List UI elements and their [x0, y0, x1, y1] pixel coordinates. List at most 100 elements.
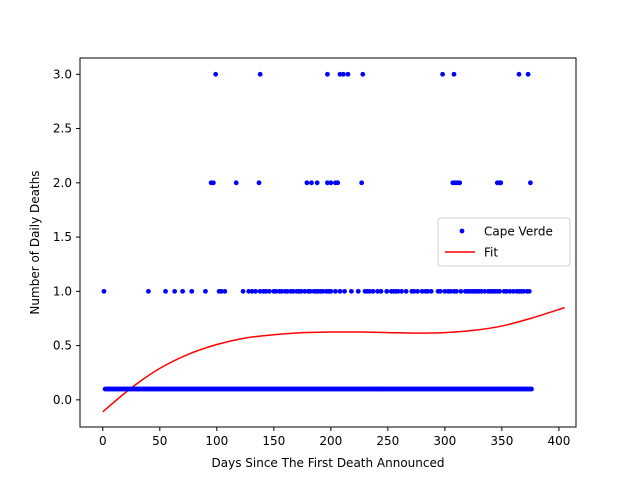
- data-point: [246, 288, 252, 294]
- y-tick-label: 3.0: [53, 67, 72, 81]
- data-point: [328, 288, 334, 294]
- data-point: [307, 288, 313, 294]
- data-point: [399, 288, 404, 294]
- data-point: [510, 288, 516, 294]
- data-point: [256, 180, 262, 186]
- data-point: [257, 288, 263, 294]
- data-point: [320, 288, 326, 294]
- data-point: [203, 288, 208, 294]
- data-point: [348, 288, 354, 294]
- data-point: [378, 288, 384, 294]
- data-point: [325, 71, 330, 77]
- data-point: [340, 71, 346, 77]
- fit-line: [102, 306, 565, 413]
- legend-label-cape-verde: Cape Verde: [484, 225, 553, 239]
- data-point: [290, 288, 296, 294]
- y-tick-label: 1.5: [53, 230, 72, 244]
- data-point: [233, 180, 239, 186]
- x-tick-label: 400: [547, 434, 570, 448]
- data-point: [359, 180, 365, 186]
- data-point: [370, 288, 376, 294]
- data-point: [437, 288, 443, 294]
- fit-layer: [102, 306, 565, 413]
- data-point: [211, 180, 216, 186]
- data-point: [279, 288, 285, 294]
- data-point: [527, 180, 533, 186]
- data-point: [384, 288, 390, 294]
- legend-marker-cape-verde: [459, 228, 465, 234]
- data-point: [497, 288, 503, 294]
- data-point: [309, 180, 314, 186]
- data-point: [419, 288, 425, 294]
- data-point: [302, 288, 308, 294]
- data-point: [526, 288, 532, 294]
- data-point: [263, 288, 269, 294]
- data-point: [314, 180, 320, 186]
- data-point: [189, 288, 195, 294]
- data-point: [451, 71, 457, 77]
- data-point: [411, 288, 417, 294]
- data-point: [257, 71, 263, 77]
- data-point: [342, 288, 347, 294]
- data-point: [345, 71, 351, 77]
- data-point: [448, 288, 453, 294]
- data-point: [525, 71, 531, 77]
- data-point: [273, 288, 279, 294]
- data-point: [335, 180, 341, 186]
- data-point: [355, 288, 361, 294]
- data-point: [213, 71, 219, 77]
- data-point: [425, 288, 431, 294]
- legend-box: [437, 217, 571, 267]
- x-axis-label: Days Since The First Death Announced: [212, 456, 445, 470]
- data-point: [428, 288, 434, 294]
- data-point: [298, 288, 304, 294]
- data-point: [253, 288, 258, 294]
- data-point: [325, 180, 330, 186]
- legend-label-fit: Fit: [484, 246, 498, 260]
- plot-frame: [79, 57, 577, 428]
- y-tick-label: 2.0: [53, 176, 72, 190]
- data-point: [367, 288, 373, 294]
- data-point: [222, 288, 228, 294]
- data-point: [240, 288, 246, 294]
- data-point: [101, 288, 107, 294]
- data-point: [360, 71, 366, 77]
- data-point: [498, 180, 504, 186]
- x-tick-label: 50: [152, 434, 167, 448]
- x-tick-label: 100: [205, 434, 228, 448]
- x-tick-label: 350: [490, 434, 513, 448]
- data-point: [163, 288, 168, 294]
- data-point: [375, 288, 380, 294]
- data-point: [328, 180, 334, 186]
- data-point: [458, 288, 464, 294]
- x-tick-label: 200: [319, 434, 342, 448]
- y-tick-label: 2.5: [53, 122, 72, 136]
- points-layer: [101, 71, 534, 392]
- y-tick-label: 0.0: [53, 393, 72, 407]
- data-point: [172, 288, 178, 294]
- data-point: [337, 288, 343, 294]
- y-tick-label: 1.0: [53, 284, 72, 298]
- x-tick-label: 150: [262, 434, 285, 448]
- x-tick-label: 250: [376, 434, 399, 448]
- data-point: [395, 288, 401, 294]
- data-point: [337, 71, 343, 77]
- data-point: [453, 288, 459, 294]
- data-point: [516, 71, 522, 77]
- data-point: [180, 288, 186, 294]
- data-point: [440, 71, 445, 77]
- data-point: [249, 288, 255, 294]
- data-point: [442, 288, 448, 294]
- data-point: [403, 288, 409, 294]
- data-point: [266, 288, 272, 294]
- x-tick-label: 0: [99, 434, 107, 448]
- data-point: [218, 288, 224, 294]
- data-point: [285, 288, 290, 294]
- y-axis-label: Number of Daily Deaths: [28, 170, 42, 314]
- data-point: [304, 180, 310, 186]
- data-point: [457, 180, 463, 186]
- data-point: [415, 288, 420, 294]
- data-point: [146, 288, 151, 294]
- y-tick-label: 0.5: [53, 339, 72, 353]
